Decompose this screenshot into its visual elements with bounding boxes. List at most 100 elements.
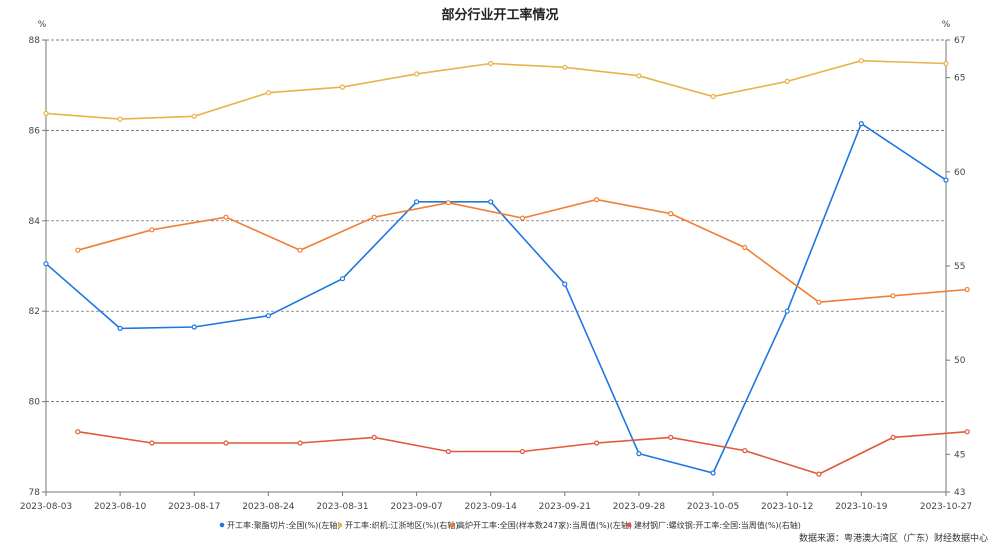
data-point bbox=[297, 440, 303, 446]
series-lines bbox=[43, 58, 970, 477]
legend-label: 建材钢厂:螺纹钢:开工率:全国:当周值(%)(右轴) bbox=[634, 520, 801, 530]
data-point bbox=[519, 215, 526, 221]
data-point bbox=[858, 58, 864, 64]
data-point bbox=[816, 471, 822, 477]
series-line bbox=[45, 59, 947, 120]
legend-label: 高炉开工率:全国(样本数247家):当周值(%)(左轴) bbox=[457, 520, 632, 530]
data-point bbox=[265, 90, 271, 96]
x-tick-label: 2023-10-05 bbox=[687, 502, 739, 512]
data-point bbox=[117, 116, 123, 122]
x-tick-label: 2023-09-21 bbox=[539, 502, 591, 512]
data-point bbox=[445, 448, 451, 455]
data-point bbox=[890, 434, 896, 440]
data-point bbox=[668, 434, 674, 440]
left-tick-label: 88 bbox=[29, 36, 41, 46]
data-point bbox=[414, 71, 420, 77]
legend-label: 开工率:织机:江浙地区(%)(右轴) bbox=[345, 520, 458, 530]
x-tick-label: 2023-10-27 bbox=[920, 502, 972, 512]
x-tick-label: 2023-09-07 bbox=[390, 502, 442, 512]
data-point bbox=[223, 440, 229, 446]
legend-marker bbox=[626, 522, 632, 528]
legend: 开工率:聚酯切片:全国(%)(左轴) 开工率:织机:江浙地区(%)(右轴)高炉开工… bbox=[219, 520, 801, 530]
x-tick-label: 2023-08-17 bbox=[168, 502, 220, 512]
data-point bbox=[223, 214, 229, 220]
series-line bbox=[45, 122, 947, 474]
x-tick-label: 2023-09-28 bbox=[613, 502, 666, 512]
data-point bbox=[265, 313, 271, 319]
right-tick-label: 50 bbox=[954, 356, 966, 366]
right-tick-label: 60 bbox=[954, 168, 966, 178]
legend-marker bbox=[219, 522, 225, 528]
legend-item: 建材钢厂:螺纹钢:开工率:全国:当周值(%)(右轴) bbox=[626, 520, 801, 530]
data-point bbox=[964, 286, 970, 293]
data-point bbox=[371, 434, 377, 440]
series-1 bbox=[43, 120, 949, 476]
x-tick-label: 2023-08-31 bbox=[316, 502, 368, 512]
legend-item: 开工率:织机:江浙地区(%)(右轴) bbox=[337, 520, 458, 530]
left-tick-label: 80 bbox=[29, 398, 41, 408]
data-point bbox=[117, 325, 123, 331]
left-tick-label: 82 bbox=[29, 307, 40, 317]
left-tick-label: 78 bbox=[29, 488, 41, 498]
data-point bbox=[488, 199, 494, 205]
data-point bbox=[191, 113, 197, 119]
gridlines bbox=[46, 39, 946, 493]
series-4 bbox=[75, 429, 970, 477]
data-point bbox=[943, 60, 949, 67]
data-point bbox=[191, 324, 197, 330]
x-tick-label: 2023-10-19 bbox=[835, 502, 888, 512]
data-point bbox=[414, 199, 420, 205]
series-3 bbox=[75, 197, 970, 305]
data-point bbox=[339, 84, 346, 90]
data-point bbox=[75, 429, 81, 435]
right-tick-label: 43 bbox=[954, 488, 965, 498]
data-point bbox=[149, 440, 155, 446]
data-point bbox=[339, 276, 346, 282]
data-source-note: 数据来源：粤港澳大湾区（广东）财经数据中心 bbox=[799, 532, 988, 544]
right-tick-label: 55 bbox=[954, 262, 965, 272]
left-axis-unit: % bbox=[38, 20, 47, 30]
legend-marker bbox=[449, 522, 455, 528]
legend-label: 开工率:聚酯切片:全国(%)(左轴) bbox=[227, 520, 340, 530]
data-point bbox=[371, 214, 377, 220]
series-line bbox=[77, 198, 968, 304]
x-tick-label: 2023-08-03 bbox=[20, 502, 72, 512]
data-point bbox=[593, 197, 600, 203]
axes: 78 80 82 84 86 88 43 45 50 55 60 65 67 2023-08-03 2023… bbox=[20, 36, 972, 512]
x-tick-label: 2023-09-14 bbox=[465, 502, 518, 512]
data-point bbox=[445, 200, 451, 206]
legend-item: 开工率:聚酯切片:全国(%)(左轴) bbox=[219, 520, 340, 530]
data-point bbox=[742, 244, 748, 251]
data-point bbox=[710, 93, 716, 100]
x-tick-label: 2023-08-10 bbox=[94, 502, 147, 512]
data-point bbox=[593, 440, 600, 446]
data-point bbox=[43, 261, 49, 267]
data-point bbox=[742, 448, 748, 454]
data-point bbox=[964, 429, 970, 435]
right-tick-label: 67 bbox=[954, 36, 965, 46]
left-tick-label: 86 bbox=[29, 126, 41, 136]
x-tick-label: 2023-08-24 bbox=[242, 502, 295, 512]
legend-marker bbox=[337, 522, 343, 528]
data-point bbox=[668, 211, 674, 217]
data-point bbox=[562, 64, 568, 70]
data-point bbox=[43, 110, 49, 117]
right-tick-label: 65 bbox=[954, 74, 965, 84]
data-point bbox=[636, 451, 642, 457]
right-tick-label: 45 bbox=[954, 450, 965, 460]
data-point bbox=[636, 73, 642, 79]
data-point bbox=[562, 281, 568, 287]
data-point bbox=[784, 78, 790, 85]
data-point bbox=[890, 293, 896, 299]
data-point bbox=[519, 448, 526, 455]
data-point bbox=[149, 227, 155, 233]
left-tick-label: 84 bbox=[29, 217, 41, 227]
data-point bbox=[75, 247, 81, 253]
data-point bbox=[488, 60, 494, 67]
data-point bbox=[816, 299, 822, 305]
right-axis-unit: % bbox=[942, 20, 951, 30]
series-2 bbox=[43, 58, 949, 122]
x-tick-label: 2023-10-12 bbox=[761, 502, 813, 512]
data-point bbox=[858, 120, 864, 127]
